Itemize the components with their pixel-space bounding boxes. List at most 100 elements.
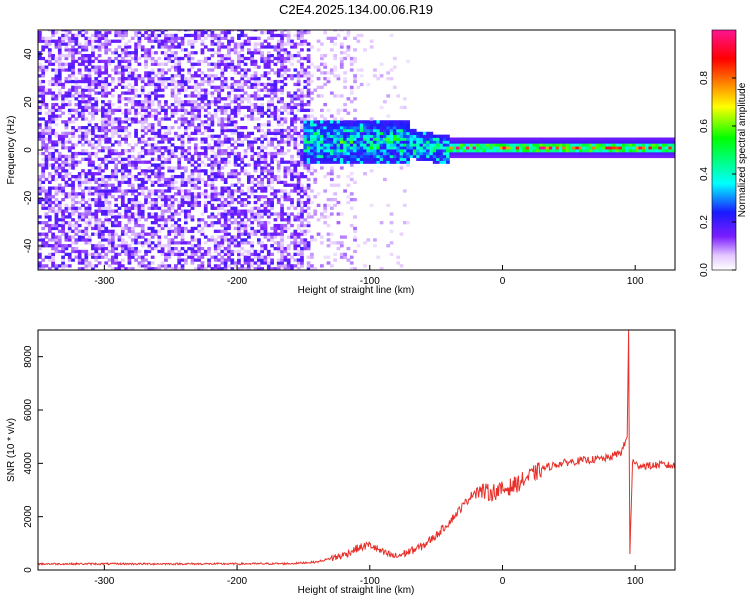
spectrogram-cell — [157, 169, 162, 173]
spectrogram-cell — [280, 238, 284, 242]
spectrogram-cell — [333, 198, 337, 202]
spectrogram-cell — [316, 151, 321, 156]
spectrogram-cell — [154, 149, 158, 153]
spectrogram-cell — [110, 258, 115, 262]
spectrogram-cell — [286, 183, 291, 187]
spectrogram-cell — [167, 151, 172, 156]
spectrogram-cell — [499, 137, 503, 141]
spectrogram-cell — [296, 154, 301, 159]
spectrogram-cell — [41, 102, 46, 107]
spectrogram-cell — [134, 120, 138, 124]
spectrogram-cell — [190, 226, 195, 231]
spectrogram-cell — [276, 264, 281, 268]
spectrogram-cell — [54, 172, 59, 176]
spectrogram-cell — [97, 149, 102, 153]
spectrogram-cell — [320, 94, 324, 98]
spectrogram-cell — [459, 143, 464, 147]
spectrogram-cell — [177, 255, 182, 259]
spectrogram-cell — [140, 108, 145, 112]
spectrogram-cell — [64, 30, 69, 32]
spectrogram-cell — [64, 33, 69, 38]
spectrogram-cell — [402, 137, 407, 141]
spectrogram-cell — [193, 186, 198, 190]
spectrogram-cell — [38, 108, 42, 112]
spectrogram-cell — [396, 134, 401, 138]
spectrogram-cell — [150, 255, 155, 259]
spectrogram-cell — [67, 131, 72, 136]
spectrogram-cell — [240, 160, 245, 164]
spectrogram-cell — [180, 85, 185, 89]
spectrogram-cell — [230, 174, 235, 179]
spectrogram-cell — [326, 261, 331, 265]
spectrogram-cell — [349, 59, 354, 64]
spectrogram-cell — [114, 149, 119, 153]
spectrogram-cell — [203, 192, 208, 196]
spectrogram-cell — [61, 111, 65, 115]
spectrogram-cell — [183, 252, 188, 256]
spectrogram-cell — [61, 189, 65, 193]
spectrogram-cell — [240, 212, 245, 216]
spectrogram-cell — [74, 97, 79, 101]
spectrogram-cell — [286, 258, 291, 262]
spectrogram-cell — [456, 137, 460, 141]
spectrogram-cell — [379, 134, 384, 138]
spectrogram-cell — [87, 74, 92, 78]
spectrogram-cell — [323, 128, 328, 133]
spectrogram-cell — [293, 82, 298, 87]
spectrogram-cell — [339, 134, 344, 138]
spectrogram-cell — [296, 183, 301, 187]
spectrogram-cell — [190, 154, 195, 159]
spectrogram-cell — [220, 68, 225, 72]
spectrogram-cell — [303, 146, 308, 150]
spectrogram-cell — [389, 151, 394, 156]
spectrogram-cell — [293, 91, 298, 95]
spectrogram-cell — [320, 215, 324, 219]
spectrogram-cell — [134, 108, 138, 112]
spectrogram-cell — [190, 218, 195, 222]
spectrogram-cell — [38, 177, 42, 182]
spectrogram-cell — [237, 226, 241, 231]
spectrogram-cell — [260, 114, 265, 118]
spectrogram-cell — [193, 149, 198, 153]
spectrogram-cell — [134, 163, 138, 167]
spectrogram-cell — [107, 111, 112, 115]
spectrogram-cell — [84, 261, 89, 265]
spectrogram-cell — [220, 157, 225, 161]
spectrogram-cell — [127, 249, 132, 254]
spectrogram-cell — [383, 100, 387, 104]
spectrogram-cell — [91, 111, 95, 115]
spectrogram-cell — [326, 154, 331, 159]
spectrogram-cell — [306, 154, 311, 159]
spectrogram-cell — [286, 36, 291, 40]
spectrogram-cell — [389, 252, 394, 256]
spectrogram-cell — [310, 91, 314, 95]
spectrogram-cell — [200, 160, 205, 164]
spectrogram-cell — [310, 123, 314, 127]
spectrogram-cell — [339, 154, 344, 159]
spectrogram-cell — [104, 94, 109, 98]
spectrogram-cell — [164, 85, 168, 89]
spectrogram-cell — [373, 68, 377, 72]
spectrogram-cell — [193, 258, 198, 262]
spectrogram-cell — [164, 77, 168, 81]
spectrogram-cell — [253, 200, 258, 205]
spectrogram-cell — [402, 143, 407, 147]
spectrogram-cell — [51, 68, 55, 72]
spectrogram-cell — [47, 192, 52, 196]
spectrogram-cell — [180, 56, 185, 61]
spectrogram-cell — [134, 232, 138, 236]
spectrogram-cell — [217, 94, 221, 98]
spectrogram-cell — [396, 94, 401, 98]
spectrogram-cell — [217, 146, 221, 150]
spectrogram-cell — [57, 235, 62, 239]
spectrogram-cell — [110, 88, 115, 92]
spectrogram-cell — [147, 39, 152, 43]
spectrogram-cell — [57, 209, 62, 213]
spectrogram-cell — [41, 128, 46, 133]
spectrogram-cell — [306, 264, 311, 268]
spectrogram-cell — [333, 65, 337, 69]
spectrogram-cell — [260, 189, 265, 193]
spectrogram-cell — [349, 163, 354, 167]
spectrogram-cell — [273, 91, 278, 95]
spectrogram-cell — [147, 97, 152, 101]
